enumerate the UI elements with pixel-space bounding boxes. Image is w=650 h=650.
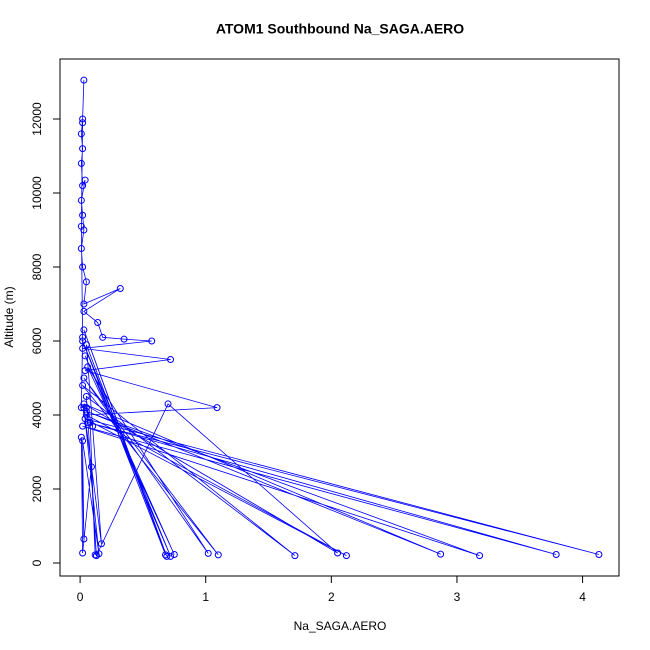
data-point (84, 363, 92, 371)
data-point (167, 356, 175, 364)
data-point (334, 549, 342, 557)
y-axis-label: Altitude (m) (2, 286, 16, 347)
x-axis-label: Na_SAGA.AERO (294, 619, 387, 633)
data-point (82, 278, 90, 286)
data-point (79, 333, 87, 341)
data-point (79, 437, 87, 445)
data-point (80, 76, 88, 84)
y-tick-label: 2000 (30, 475, 44, 502)
data-point (89, 422, 97, 430)
data-point (97, 540, 105, 548)
data-point (80, 307, 88, 315)
y-tick-label: 4000 (30, 401, 44, 428)
data-point (77, 245, 85, 253)
data-point (82, 411, 90, 419)
data-point (79, 182, 87, 190)
data-point (79, 211, 87, 219)
data-point (476, 552, 484, 560)
x-tick-label: 1 (202, 590, 209, 604)
data-point (77, 404, 85, 412)
data-point (95, 550, 103, 558)
y-tick-label: 12000 (30, 102, 44, 136)
data-point (77, 130, 85, 138)
data-point (77, 433, 85, 441)
data-point (204, 549, 212, 557)
y-tick-label: 8000 (30, 253, 44, 280)
data-point (79, 145, 87, 153)
data-point (79, 422, 87, 430)
x-tick-label: 0 (77, 590, 84, 604)
data-point (120, 335, 128, 343)
data-point (80, 300, 88, 308)
data-line (80, 80, 600, 557)
x-tick-label: 2 (328, 590, 335, 604)
data-point (77, 196, 85, 204)
data-point (84, 418, 92, 426)
data-point (87, 463, 95, 471)
data-point (291, 552, 299, 560)
data-point (164, 400, 172, 408)
data-point (116, 284, 124, 292)
data-point (148, 337, 156, 345)
data-point (80, 535, 88, 543)
y-tick-label: 0 (30, 559, 44, 566)
data-point (94, 319, 102, 327)
x-tick-label: 3 (454, 590, 461, 604)
data-point (99, 333, 107, 341)
data-point (79, 344, 87, 352)
y-tick-label: 6000 (30, 327, 44, 354)
data-point (91, 551, 99, 559)
data-point (80, 404, 88, 412)
x-tick-label: 4 (579, 590, 586, 604)
data-point (80, 326, 88, 334)
data-point (79, 549, 87, 557)
data-point (214, 551, 222, 559)
y-tick-label: 10000 (30, 176, 44, 210)
data-point (80, 374, 88, 382)
data-point (595, 551, 603, 559)
data-point (552, 551, 560, 559)
data-point (163, 552, 171, 560)
data-point (162, 551, 170, 559)
data-point (79, 119, 87, 127)
chart-title: ATOM1 Southbound Na_SAGA.AERO (216, 21, 464, 37)
data-point (167, 552, 175, 560)
data-point (82, 393, 90, 401)
data-point (82, 404, 90, 412)
data-point (81, 176, 89, 184)
data-point (79, 381, 87, 389)
data-point (77, 222, 85, 230)
data-point (79, 337, 87, 345)
data-point (79, 115, 87, 123)
data-point (81, 352, 89, 360)
data-point (82, 341, 90, 349)
data-point (170, 551, 178, 559)
data-point (77, 159, 85, 167)
data-point (79, 263, 87, 271)
data-point (213, 404, 221, 412)
data-point (342, 552, 350, 560)
data-point (437, 550, 445, 558)
